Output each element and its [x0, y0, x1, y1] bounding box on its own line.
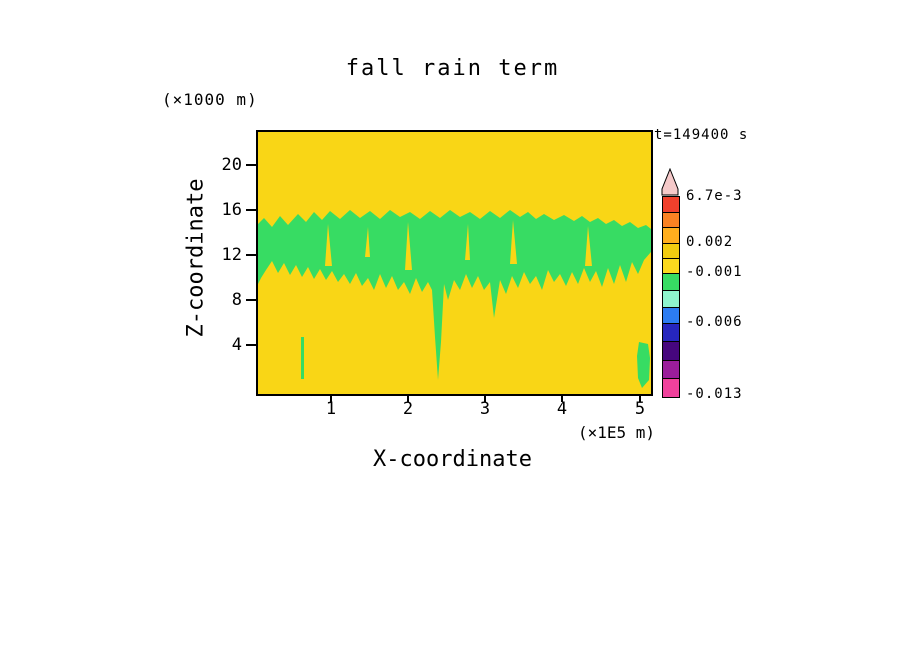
- green-region: [258, 210, 651, 380]
- colorbar-segment: [663, 258, 679, 273]
- y-tick-mark: [246, 299, 256, 301]
- y-tick-mark: [246, 164, 256, 166]
- yellow-streak: [405, 222, 412, 270]
- colorbar-label: 6.7e-3: [686, 188, 743, 204]
- colorbar-label: -0.001: [686, 264, 743, 280]
- colorbar-segment: [663, 227, 679, 243]
- colorbar-segment: [663, 378, 679, 397]
- y-axis-label: Z-coordinate: [183, 178, 209, 338]
- colorbar-label: -0.006: [686, 314, 743, 330]
- colorbar-segment: [663, 290, 679, 307]
- colorbar-segment: [663, 212, 679, 227]
- colorbar-segment: [663, 341, 679, 360]
- x-tick-mark: [639, 394, 641, 402]
- y-tick-label: 12: [221, 245, 242, 265]
- yellow-streak: [465, 224, 470, 260]
- yellow-streak: [510, 220, 517, 264]
- colorbar-overflow-tip: [661, 168, 679, 196]
- x-tick-mark: [484, 394, 486, 402]
- x-tick-label: 5: [634, 399, 646, 419]
- colorbar-segment: [663, 323, 679, 341]
- chart-title: fall rain term: [345, 56, 560, 81]
- plot-area: [256, 130, 653, 396]
- yellow-streak: [365, 227, 370, 257]
- x-axis-label: X-coordinate: [373, 447, 532, 472]
- colorbar-segment: [663, 243, 679, 258]
- colorbar-segment: [663, 307, 679, 323]
- colorbar-label: -0.013: [686, 386, 743, 402]
- colorbar-label: 0.002: [686, 234, 734, 250]
- x-tick-mark: [407, 394, 409, 402]
- y-tick-label: 20: [221, 155, 242, 175]
- y-tick-mark: [246, 209, 256, 211]
- colorbar-segment: [663, 273, 679, 290]
- time-annotation: t=149400 s: [654, 127, 749, 143]
- green-region: [637, 342, 650, 388]
- colorbar-segment: [663, 360, 679, 378]
- plot-canvas: [258, 132, 651, 394]
- y-tick-label: 16: [221, 200, 242, 220]
- x-tick-label: 1: [325, 399, 337, 419]
- colorbar: [662, 196, 680, 398]
- x-tick-label: 4: [556, 399, 568, 419]
- colorbar-tip-shape: [661, 168, 679, 196]
- y-tick-mark: [246, 254, 256, 256]
- x-tick-mark: [330, 394, 332, 402]
- y-axis-unit: (×1000 m): [162, 90, 258, 109]
- x-tick-label: 2: [402, 399, 414, 419]
- y-tick-label: 8: [231, 290, 242, 310]
- yellow-streak: [325, 224, 332, 266]
- x-tick-mark: [561, 394, 563, 402]
- y-tick-label: 4: [231, 335, 242, 355]
- y-tick-mark: [246, 344, 256, 346]
- yellow-streak: [585, 226, 592, 266]
- x-axis-unit: (×1E5 m): [577, 423, 655, 442]
- green-region: [301, 337, 304, 379]
- colorbar-segment: [663, 197, 679, 212]
- x-tick-label: 3: [479, 399, 491, 419]
